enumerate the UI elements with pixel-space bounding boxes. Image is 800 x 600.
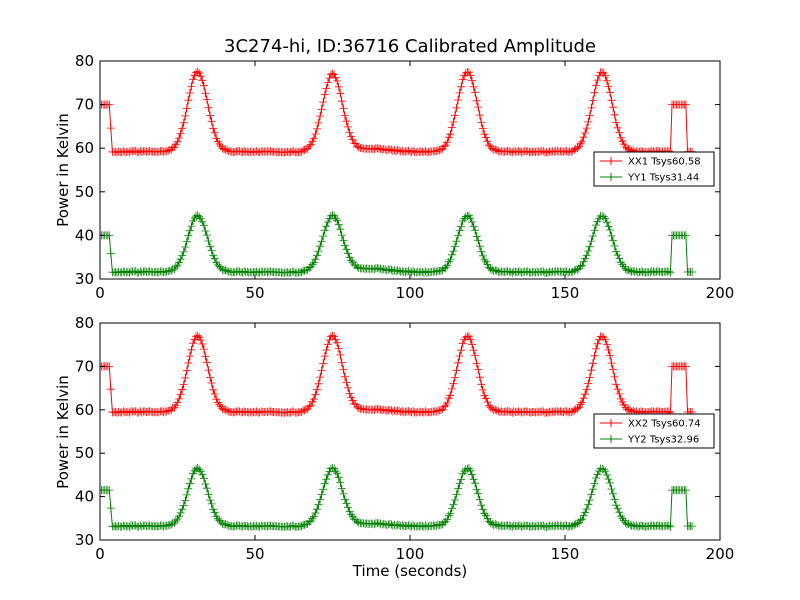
bottom-series-1-markers bbox=[100, 331, 697, 417]
top-series-2-line bbox=[100, 214, 693, 274]
bottom-series-1-line bbox=[100, 334, 693, 414]
top-y-tick-label: 40 bbox=[75, 226, 94, 244]
bottom-plot-area: 0 50 100 150 200 30 40 50 60 70 80 XX2 Tsys60.74 YY2… bbox=[75, 314, 734, 563]
bottom-legend-box bbox=[593, 413, 715, 449]
top-y-tick-label: 60 bbox=[75, 139, 94, 157]
top-legend-marker bbox=[607, 157, 615, 165]
x-axis-label: Time (seconds) bbox=[352, 562, 468, 580]
bottom-legend-marker bbox=[607, 435, 615, 443]
bottom-y-tick-label: 80 bbox=[75, 314, 94, 332]
bottom-series-1 bbox=[100, 331, 697, 417]
bottom-y-tick-label: 70 bbox=[75, 357, 94, 375]
bottom-x-tick-label: 150 bbox=[551, 545, 580, 563]
bottom-legend-item-1: XX2 Tsys60.74 bbox=[600, 419, 701, 430]
bottom-x-tick-label: 200 bbox=[706, 545, 735, 563]
bottom-x-tick-label: 0 bbox=[95, 545, 105, 563]
top-x-tick-label: 100 bbox=[396, 284, 425, 302]
top-x-tick-label: 50 bbox=[245, 284, 264, 302]
top-y-tick-label: 80 bbox=[75, 52, 94, 70]
bottom-legend-label: XX2 Tsys60.74 bbox=[628, 419, 701, 430]
bottom-legend-label: YY2 Tsys32.96 bbox=[627, 435, 699, 446]
bottom-legend-marker bbox=[607, 419, 615, 427]
top-series-1 bbox=[100, 67, 697, 157]
top-x-tick-label: 0 bbox=[95, 284, 105, 302]
top-series-1-markers bbox=[100, 67, 697, 157]
top-series-2 bbox=[100, 211, 697, 277]
top-x-tick-label: 150 bbox=[551, 284, 580, 302]
bottom-series-2-markers bbox=[100, 463, 697, 531]
top-y-tick-label: 30 bbox=[75, 270, 94, 288]
top-panel: 0 50 100 150 200 30 40 50 60 70 80 XX1 Tsys60.58 YY1… bbox=[54, 52, 734, 302]
top-legend-label: YY1 Tsys31.44 bbox=[627, 173, 699, 184]
top-legend: XX1 Tsys60.58 YY1 Tsys31.44 bbox=[593, 151, 715, 187]
top-series-2-markers bbox=[100, 211, 697, 277]
top-x-tick-label: 200 bbox=[706, 284, 735, 302]
top-legend-item-1: XX1 Tsys60.58 bbox=[600, 157, 701, 168]
top-legend-marker bbox=[607, 173, 615, 181]
bottom-series-2-line bbox=[100, 467, 693, 528]
bottom-y-tick-label: 40 bbox=[75, 488, 94, 506]
bottom-panel: 0 50 100 150 200 30 40 50 60 70 80 XX2 Tsys60.74 YY2… bbox=[54, 314, 734, 563]
top-legend-box bbox=[593, 151, 715, 187]
top-y-tick-label: 50 bbox=[75, 183, 94, 201]
top-plot-area: 0 50 100 150 200 30 40 50 60 70 80 XX1 Tsys60.58 YY1… bbox=[75, 52, 734, 302]
bottom-y-tick-label: 60 bbox=[75, 401, 94, 419]
bottom-legend-item-2: YY2 Tsys32.96 bbox=[600, 435, 699, 446]
bottom-series-2 bbox=[100, 463, 697, 531]
bottom-y-axis-label: Power in Kelvin bbox=[54, 375, 72, 489]
top-series-1-line bbox=[100, 70, 693, 154]
top-legend-item-2: YY1 Tsys31.44 bbox=[600, 173, 699, 184]
bottom-x-tick-label: 50 bbox=[245, 545, 264, 563]
top-y-axis-label: Power in Kelvin bbox=[54, 113, 72, 227]
bottom-y-tick-label: 30 bbox=[75, 531, 94, 549]
bottom-x-tick-label: 100 bbox=[396, 545, 425, 563]
bottom-y-tick-label: 50 bbox=[75, 444, 94, 462]
bottom-legend: XX2 Tsys60.74 YY2 Tsys32.96 bbox=[593, 413, 715, 449]
top-y-tick-label: 70 bbox=[75, 96, 94, 114]
figure-title: 3C274-hi, ID:36716 Calibrated Amplitude bbox=[224, 36, 596, 57]
top-legend-label: XX1 Tsys60.58 bbox=[628, 157, 701, 168]
